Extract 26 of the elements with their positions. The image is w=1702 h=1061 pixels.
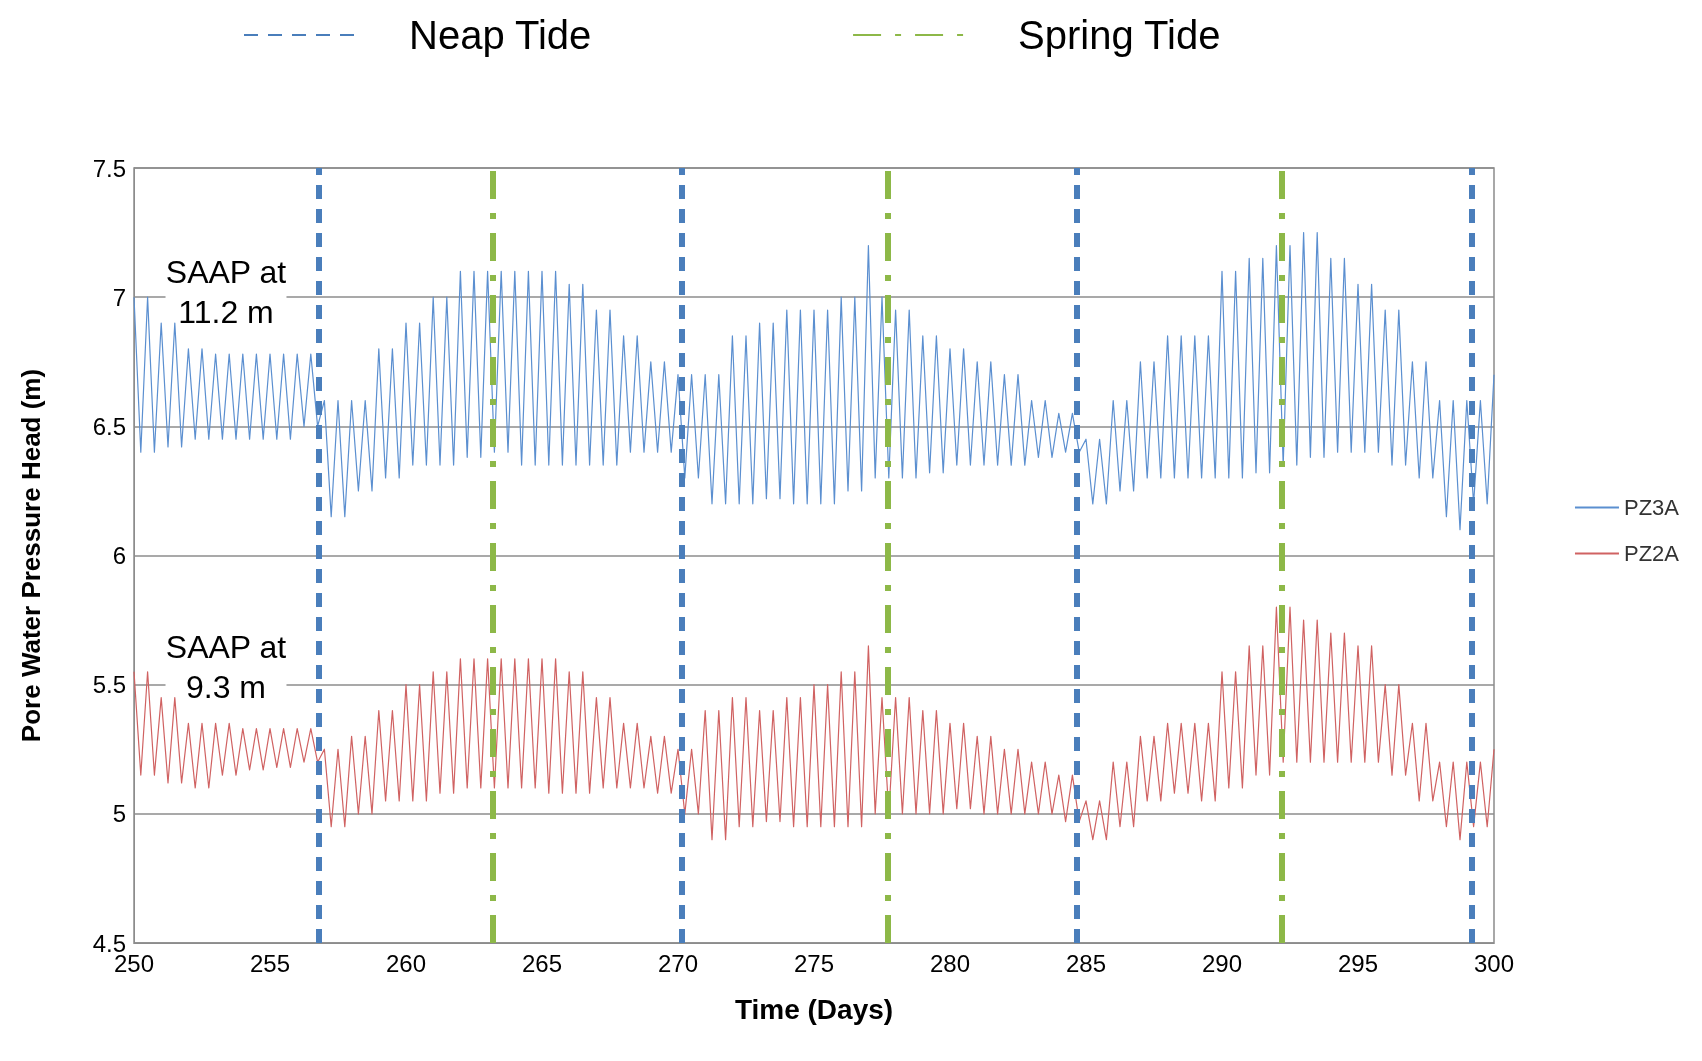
annotation: SAAP at 9.3 m — [165, 628, 287, 705]
y-tick-label: 6.5 — [92, 412, 126, 440]
legend-label: PZ2A — [1623, 541, 1680, 566]
x-tick-label: 255 — [249, 949, 291, 977]
y-tick-label: 5.5 — [92, 671, 126, 699]
x-tick-label: 280 — [929, 949, 971, 977]
x-tick-label: 275 — [793, 949, 835, 977]
x-tick-label: 270 — [657, 949, 699, 977]
annotation: SAAP at 11.2 m — [165, 254, 287, 331]
x-tick-label: 285 — [1065, 949, 1107, 977]
y-tick-label: 7 — [112, 283, 126, 311]
y-axis-title: Pore Water Pressure Head (m) — [16, 368, 46, 743]
x-tick-label: 290 — [1201, 949, 1243, 977]
line-series — [133, 606, 1495, 841]
x-axis-title: Time (Days) — [734, 993, 894, 1025]
legend-label: PZ3A — [1623, 495, 1680, 520]
x-tick-label: 265 — [521, 949, 563, 977]
y-tick-label: 7.5 — [92, 154, 126, 182]
line-series — [133, 231, 1495, 531]
legend-label: Neap Tide — [409, 13, 592, 57]
x-tick-label: 300 — [1473, 949, 1515, 977]
y-tick-label: 5 — [112, 800, 126, 828]
x-tick-label: 260 — [385, 949, 427, 977]
legend-label: Spring Tide — [1018, 13, 1221, 57]
x-tick-label: 295 — [1337, 949, 1379, 977]
y-tick-label: 6 — [112, 542, 126, 569]
